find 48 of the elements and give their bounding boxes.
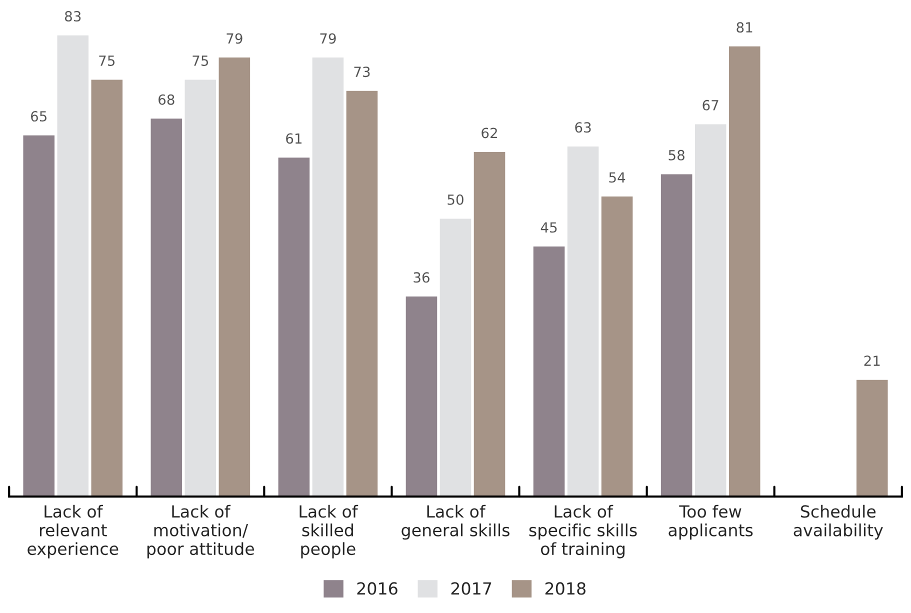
bar [694,124,726,497]
legend-label: 2018 [545,582,586,595]
x-tick-label: Lack of specific skills of training [529,504,637,558]
data-label: 75 [99,56,115,66]
data-label: 73 [354,66,370,78]
data-label: 63 [575,122,591,133]
bar [660,174,692,497]
data-label: 54 [609,172,626,183]
x-tick-label: Schedule availability [794,504,883,540]
bar [278,158,310,497]
data-label: 75 [192,56,208,66]
bar [150,118,182,497]
bar [346,90,378,497]
data-label: 61 [286,133,302,144]
bar [23,135,55,497]
data-label: 21 [864,356,880,366]
data-label: 79 [226,33,242,44]
bar [856,380,888,497]
data-label: 36 [414,272,430,283]
data-label: 58 [668,150,684,160]
bar [533,246,565,497]
bar [406,296,438,497]
bar [474,152,506,497]
x-tick-label: Too few applicants [668,504,753,540]
bar [312,58,344,497]
x-tick-label: Lack of motivation/ poor attitude [147,504,254,558]
bar [601,196,633,497]
data-label: 79 [320,33,336,44]
bar [728,46,760,497]
bar [57,35,89,497]
bar [218,58,250,497]
x-tick-label: Lack of skilled people [300,504,358,558]
legend-label: 2016 [357,582,398,595]
bar [91,80,123,497]
data-label: 83 [64,11,81,22]
x-tick-label: Lack of general skills [402,504,510,540]
data-label: 62 [482,128,497,138]
bar [567,146,599,497]
x-tick-label: Lack of relevant experience [28,504,118,558]
data-label: 81 [736,22,752,33]
data-label: 67 [702,100,718,110]
bar [440,218,472,497]
data-label: 45 [540,222,557,233]
legend-label: 2017 [451,582,492,595]
data-label: 68 [158,94,174,105]
data-label: 65 [31,111,46,122]
data-label: 50 [448,194,464,205]
bar [184,80,216,497]
